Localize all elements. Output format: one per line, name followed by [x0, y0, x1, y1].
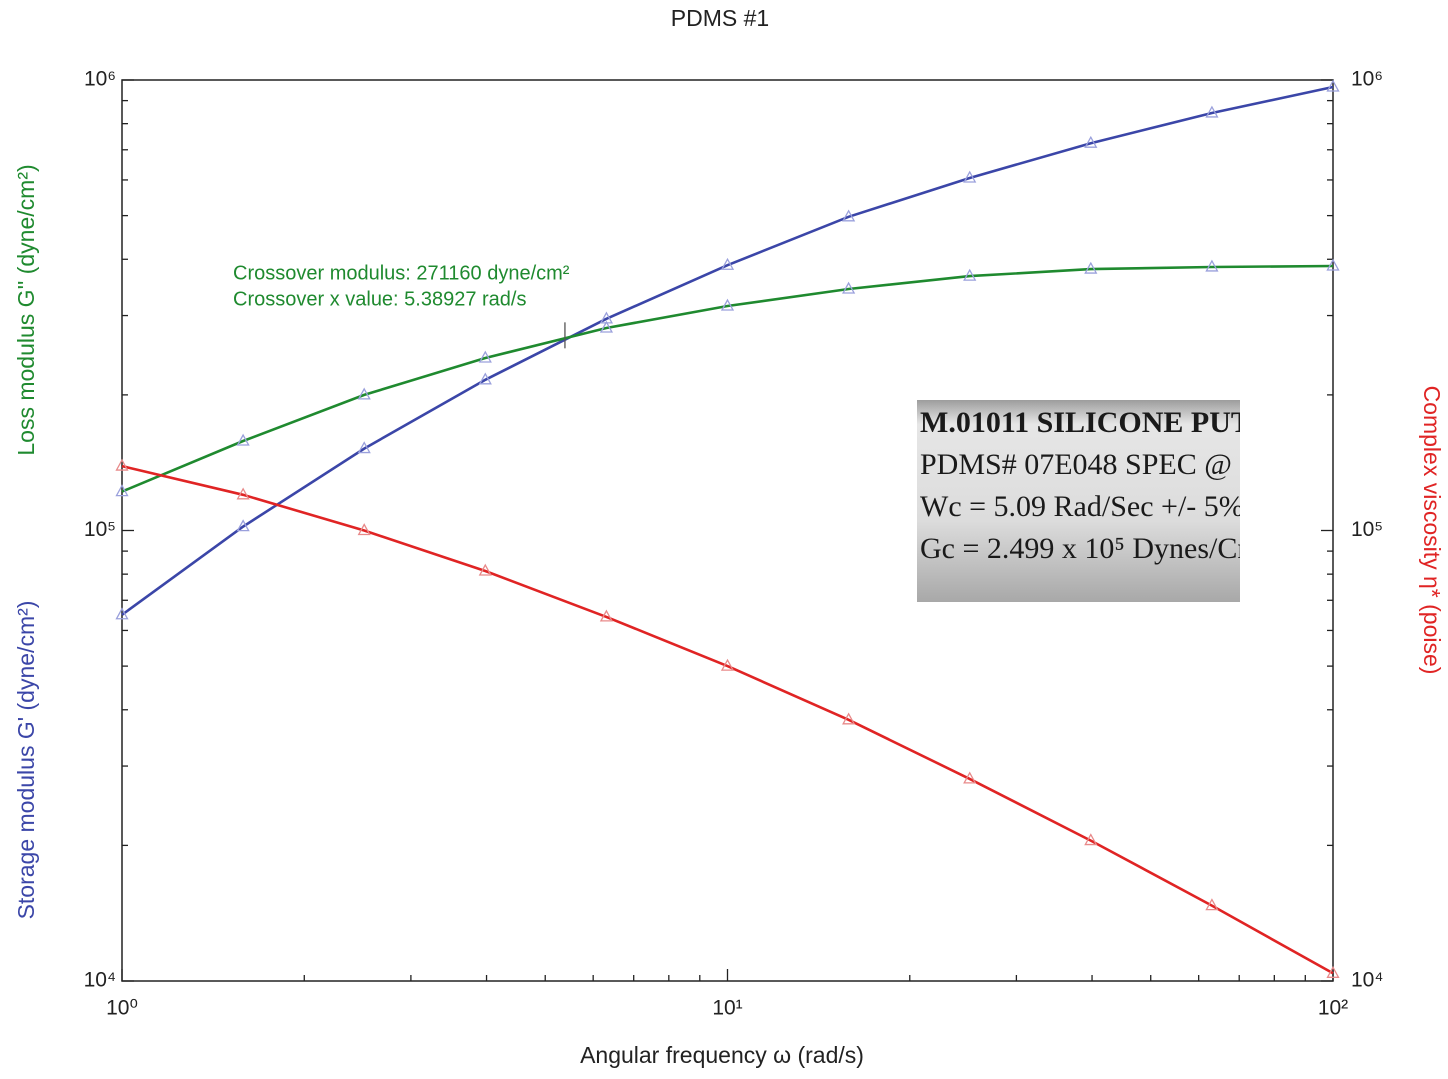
y-axis-label: Complex viscosity η* (poise) [1419, 386, 1445, 675]
y-tick-label: 10⁶ [84, 68, 116, 91]
x-tick-label: 10¹ [712, 997, 742, 1020]
chart: PDMS #1 Angular frequency ω (rad/s) M.01… [0, 0, 1448, 1074]
x-tick-label: 10² [1318, 997, 1348, 1020]
inset-text: Wc = 5.09 Rad/Sec +/- 5% [920, 490, 1244, 523]
y-tick-label: 10⁵ [84, 518, 116, 541]
x-axis-label: Angular frequency ω (rad/s) [580, 1042, 864, 1068]
inset-text: Gc = 2.499 x 10⁵ Dynes/Cm² [920, 532, 1270, 565]
inset-text: M.01011 SILICONE PUTTY [920, 406, 1293, 439]
y2-tick-label: 10⁵ [1351, 518, 1383, 541]
inset-text: PDMS# 07E048 SPEC @ 30 [920, 448, 1269, 481]
y2-tick-label: 10⁴ [1351, 969, 1383, 992]
crossover-annotation: Crossover modulus: 271160 dyne/cm² [233, 262, 570, 284]
crossover-annotation: Crossover x value: 5.38927 rad/s [233, 288, 527, 310]
inset-photo: M.01011 SILICONE PUTTY PDMS# 07E048 SPEC … [917, 400, 1293, 602]
x-tick-label: 10⁰ [106, 997, 138, 1020]
y-axis-label: Loss modulus G'' (dyne/cm²) [13, 164, 39, 455]
y-tick-label: 10⁴ [84, 969, 116, 992]
chart-title: PDMS #1 [671, 5, 769, 31]
y-axis-label: Storage modulus G' (dyne/cm²) [13, 601, 39, 920]
y2-tick-label: 10⁶ [1351, 68, 1383, 91]
page: PDMS #1 Angular frequency ω (rad/s) M.01… [0, 0, 1448, 1079]
